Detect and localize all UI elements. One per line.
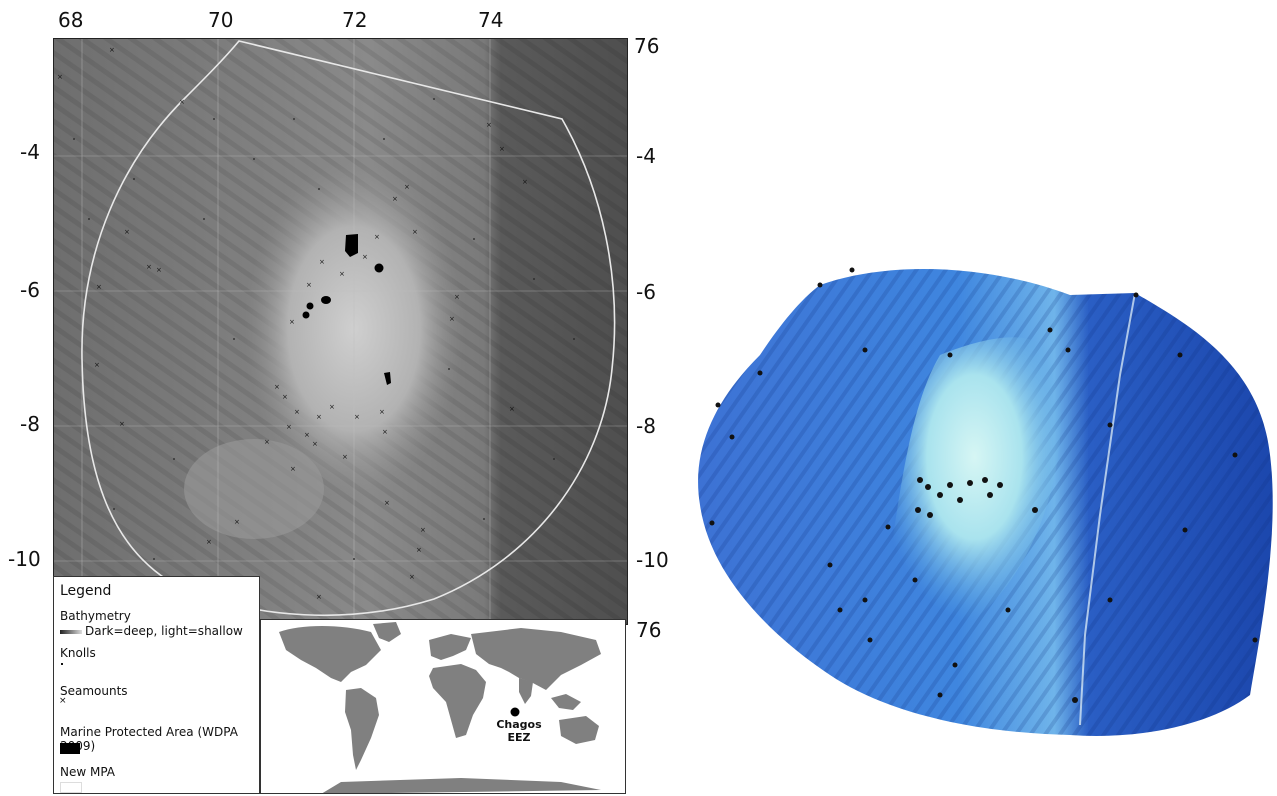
legend-mpa: Marine Protected Area (WDPA 2009)	[60, 725, 238, 753]
svg-text:×: ×	[124, 228, 130, 236]
legend-new-mpa: New MPA	[60, 765, 116, 779]
tick-right-8: -8	[636, 414, 656, 438]
relief-bank	[888, 337, 1061, 637]
svg-text:×: ×	[57, 73, 63, 81]
svg-text:×: ×	[454, 293, 460, 301]
bathymetry-gradient-swatch	[60, 630, 82, 634]
svg-text:×: ×	[316, 593, 322, 601]
svg-text:×: ×	[282, 393, 288, 401]
new-mpa-swatch	[60, 782, 82, 793]
svg-text:×: ×	[374, 233, 380, 241]
relief-3d-view	[690, 255, 1277, 745]
marine-protected-areas	[302, 234, 391, 385]
tick-left-10: -10	[8, 547, 41, 571]
relief-scarp	[1079, 292, 1136, 726]
legend-bathymetry-desc: Dark=deep, light=shallow	[85, 624, 243, 638]
svg-text:×: ×	[264, 438, 270, 446]
svg-text:×: ×	[274, 383, 280, 391]
svg-text:×: ×	[286, 423, 292, 431]
svg-text:×: ×	[119, 420, 125, 428]
svg-text:×: ×	[449, 315, 455, 323]
svg-text:×: ×	[486, 121, 492, 129]
tick-left-8: -8	[20, 412, 40, 436]
svg-text:×: ×	[412, 228, 418, 236]
tick-right-top-76: 76	[634, 34, 660, 58]
tick-right-6: -6	[636, 280, 656, 304]
svg-text:×: ×	[342, 453, 348, 461]
seamount-symbol: ×	[59, 696, 67, 706]
svg-text:×: ×	[290, 465, 296, 473]
svg-text:×: ×	[329, 403, 335, 411]
southern-shoal	[184, 439, 324, 539]
relief-seamount-markers	[709, 267, 1258, 703]
tick-right-4: -4	[636, 144, 656, 168]
svg-text:×: ×	[306, 281, 312, 289]
svg-text:×: ×	[289, 318, 295, 326]
map-legend: Legend Bathymetry Dark=deep, light=shall…	[53, 576, 260, 794]
svg-text:×: ×	[384, 499, 390, 507]
svg-text:×: ×	[316, 413, 322, 421]
svg-text:×: ×	[304, 431, 310, 439]
relief-3d-svg	[698, 267, 1273, 736]
svg-text:×: ×	[409, 573, 415, 581]
legend-bathymetry-heading: Bathymetry	[60, 609, 131, 623]
inset-chagos-label: Chagos	[496, 718, 542, 731]
knoll-symbol	[61, 663, 63, 665]
inset-eez-label: EEZ	[507, 731, 530, 744]
svg-text:×: ×	[312, 440, 318, 448]
svg-text:×: ×	[392, 195, 398, 203]
chagos-marker	[510, 707, 520, 717]
svg-text:×: ×	[319, 258, 325, 266]
svg-text:×: ×	[294, 408, 300, 416]
svg-text:×: ×	[206, 538, 212, 546]
continents	[279, 622, 601, 793]
svg-text:×: ×	[146, 263, 152, 271]
tick-right-10: -10	[636, 548, 669, 572]
svg-text:×: ×	[509, 405, 515, 413]
tick-right-bottom-76: 76	[636, 618, 662, 642]
tick-top-68: 68	[58, 8, 84, 32]
svg-text:×: ×	[420, 526, 426, 534]
tick-top-70: 70	[208, 8, 234, 32]
legend-knolls: Knolls	[60, 646, 96, 660]
tick-left-6: -6	[20, 278, 40, 302]
svg-text:×: ×	[499, 145, 505, 153]
tick-left-4: -4	[20, 140, 40, 164]
svg-text:×: ×	[96, 283, 102, 291]
svg-text:×: ×	[234, 518, 240, 526]
svg-text:×: ×	[379, 408, 385, 416]
svg-text:×: ×	[156, 266, 162, 274]
bathymetry-map: × × × × × × × × × × × × × × × × × × × × × × × × × × × × × × …	[53, 38, 628, 625]
mpa-swatch	[60, 743, 80, 754]
legend-title: Legend	[60, 583, 112, 599]
svg-text:×: ×	[94, 361, 100, 369]
svg-text:×: ×	[354, 413, 360, 421]
legend-seamounts: Seamounts	[60, 684, 128, 698]
graticule	[54, 39, 627, 624]
tick-top-72: 72	[342, 8, 368, 32]
svg-text:×: ×	[522, 178, 528, 186]
svg-text:×: ×	[339, 270, 345, 278]
svg-text:×: ×	[404, 183, 410, 191]
bathymetry-map-svg: ××× ××× ××× ××× ××× ××× ××× ××× ××× ××× …	[54, 39, 627, 624]
knoll-markers	[73, 98, 575, 560]
svg-text:×: ×	[109, 46, 115, 54]
svg-text:×: ×	[362, 253, 368, 261]
world-inset-map: Chagos EEZ	[260, 619, 626, 794]
tick-top-74: 74	[478, 8, 504, 32]
svg-text:×: ×	[179, 98, 185, 106]
svg-text:×: ×	[382, 428, 388, 436]
seamount-markers: ××× ××× ××× ××× ××× ××× ××× ××× ××× ××× …	[57, 46, 528, 601]
world-map-svg: Chagos EEZ	[279, 622, 601, 793]
svg-text:×: ×	[416, 546, 422, 554]
